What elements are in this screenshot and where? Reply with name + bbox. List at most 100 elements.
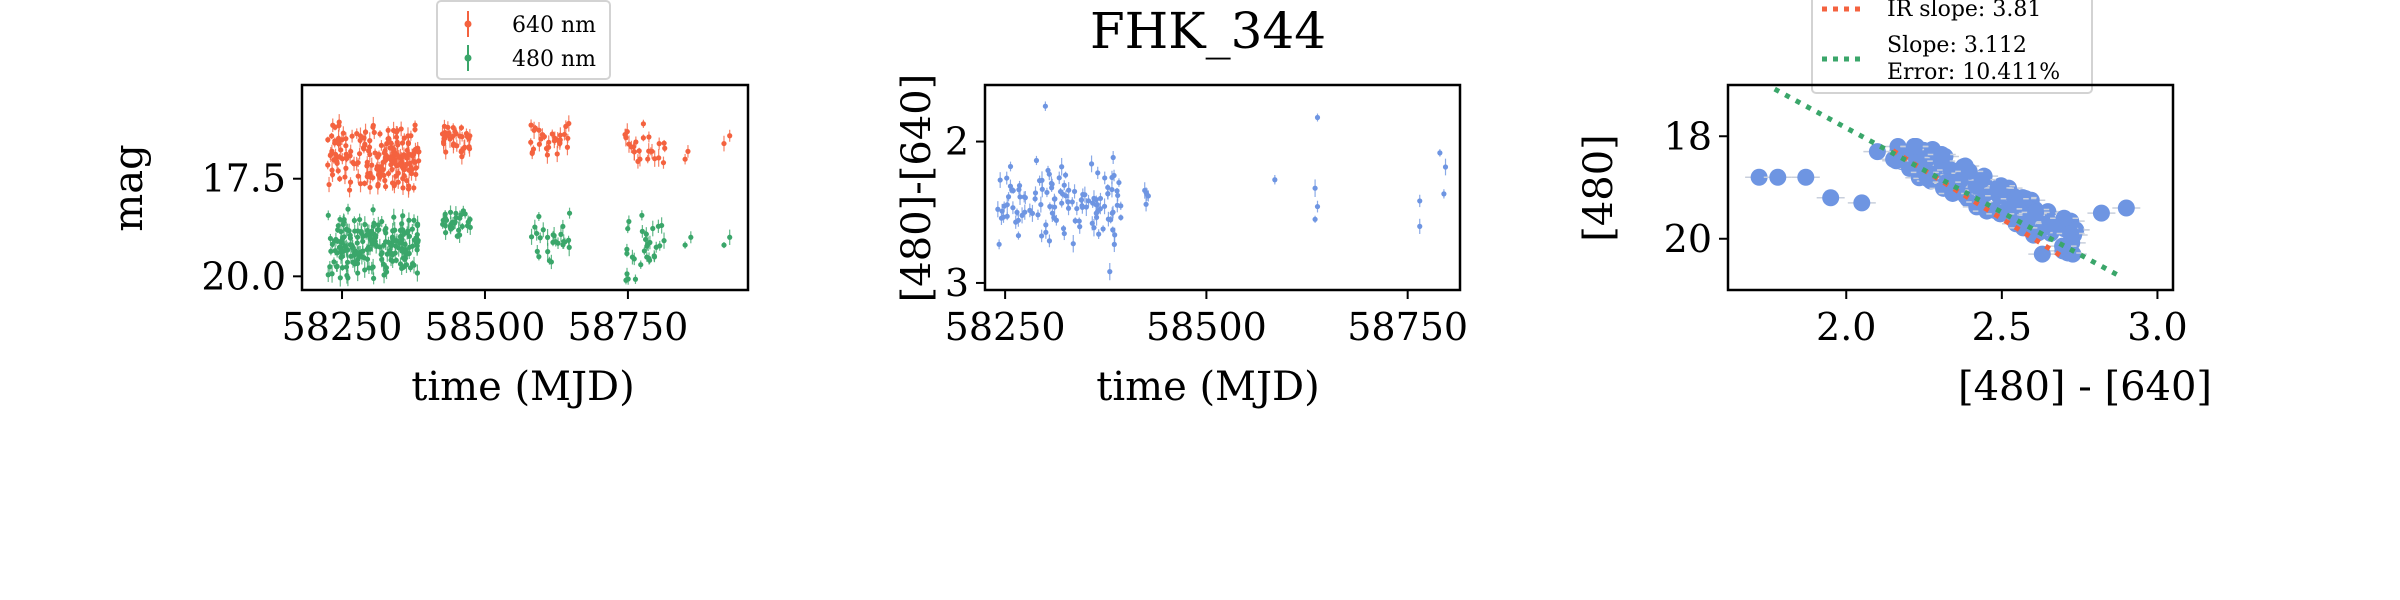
legend-640-marker: [464, 20, 472, 28]
480-nm-point: [339, 240, 345, 246]
480-nm-point: [449, 225, 455, 231]
640-nm-point: [405, 133, 411, 139]
480-nm-point: [345, 247, 351, 253]
480-nm-point: [553, 239, 559, 245]
y-tick-label: 18: [1664, 114, 1712, 158]
data-point: [1044, 189, 1050, 196]
480-nm-point: [442, 215, 448, 221]
480-nm-point: [351, 217, 357, 224]
640-nm-point: [393, 134, 400, 140]
data-point: [1047, 203, 1053, 210]
panel1-ylabel: mag: [106, 144, 152, 231]
data-point: [1112, 232, 1118, 238]
640-nm-point: [382, 177, 388, 184]
data-point: [1144, 191, 1150, 198]
480-nm-point: [626, 218, 632, 225]
x-tick-label: 58500: [425, 305, 546, 349]
640-nm-point: [375, 154, 381, 160]
data-point: [1070, 241, 1076, 247]
640-nm-point: [406, 167, 412, 173]
640-nm-point: [367, 151, 373, 158]
640-nm-point: [441, 136, 447, 142]
480-nm-point: [392, 250, 398, 256]
480-nm-point: [406, 217, 412, 223]
640-nm-point: [413, 171, 419, 178]
y-tick-label: 20: [1664, 217, 1712, 261]
data-point: [1989, 179, 2007, 197]
640-nm-point: [444, 132, 450, 138]
640-nm-point: [349, 133, 355, 139]
data-point: [1089, 220, 1095, 226]
480-nm-point: [727, 234, 733, 240]
480-nm-point: [646, 257, 653, 263]
data-point: [1417, 223, 1423, 229]
640-nm-point: [385, 170, 392, 177]
480-nm-point: [355, 270, 361, 276]
480-nm-point: [350, 244, 356, 250]
data-point: [996, 241, 1002, 247]
480-nm-point: [339, 265, 345, 271]
data-point: [1027, 207, 1033, 213]
480-nm-point: [400, 213, 406, 219]
640-nm-point: [343, 136, 349, 142]
data-point: [1108, 217, 1114, 223]
640-nm-point: [336, 123, 342, 129]
640-nm-point: [393, 173, 399, 179]
480-nm-point: [327, 264, 333, 270]
480-nm-point: [362, 221, 368, 228]
640-nm-point: [404, 147, 410, 153]
figure-title: FHK_344: [1090, 2, 1326, 60]
data-point: [1071, 188, 1078, 195]
panel1-xlabel: time (MJD): [411, 364, 634, 410]
data-point: [1107, 269, 1113, 275]
640-nm-point: [727, 133, 733, 139]
640-nm-point: [412, 122, 418, 128]
data-point: [1001, 203, 1007, 209]
data-point: [2033, 245, 2051, 263]
data-point: [1059, 164, 1065, 170]
480-nm-point: [333, 264, 340, 270]
480-nm-point: [357, 216, 363, 223]
480-nm-point: [544, 234, 551, 240]
640-nm-point: [350, 159, 356, 166]
data-point: [1797, 168, 1815, 186]
480-nm-point: [641, 248, 647, 254]
data-point: [1101, 203, 1108, 209]
480-nm-point: [442, 229, 449, 236]
480-nm-point: [371, 275, 377, 281]
data-point: [1060, 225, 1067, 232]
640-nm-point: [458, 125, 465, 131]
480-nm-point: [341, 219, 347, 225]
480-nm-point: [413, 239, 419, 246]
x-tick-label: 58750: [1347, 305, 1468, 349]
480-nm-point: [560, 242, 566, 248]
640-nm-point: [337, 176, 343, 182]
data-point: [1853, 194, 1871, 212]
640-nm-point: [367, 138, 373, 144]
data-point: [1080, 191, 1086, 198]
data-point: [1079, 204, 1085, 210]
480-nm-point: [632, 276, 639, 282]
data-point: [1885, 150, 1903, 168]
data-point: [1066, 187, 1072, 193]
data-point: [1069, 199, 1075, 205]
480-nm-point: [373, 242, 379, 248]
480-nm-point: [560, 223, 566, 230]
data-point: [1015, 217, 1021, 223]
640-nm-point: [391, 183, 397, 189]
data-point: [1046, 238, 1053, 244]
640-nm-point: [652, 156, 658, 162]
640-nm-point: [633, 139, 639, 145]
640-nm-point: [357, 137, 363, 143]
640-nm-point: [354, 131, 360, 137]
data-point: [1094, 209, 1101, 215]
640-nm-point: [343, 143, 349, 149]
640-nm-point: [367, 184, 373, 191]
640-nm-point: [390, 127, 397, 134]
640-nm-point: [378, 142, 385, 149]
640-nm-point: [385, 127, 391, 133]
480-nm-point: [456, 227, 462, 233]
data-point: [1110, 227, 1116, 233]
data-point: [1442, 164, 1449, 170]
640-nm-point: [536, 127, 542, 133]
